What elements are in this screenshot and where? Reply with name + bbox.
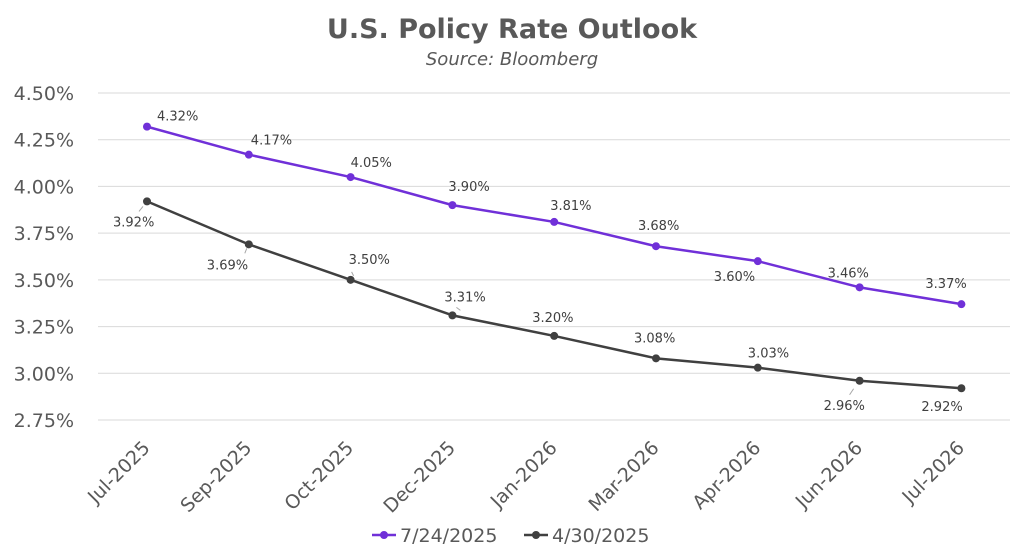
- data-label: 3.46%: [828, 266, 869, 281]
- data-label: 3.20%: [532, 311, 573, 326]
- data-label: 3.68%: [638, 219, 679, 234]
- y-tick-label: 4.50%: [14, 83, 74, 105]
- x-tick-label: Sep-2025: [176, 437, 256, 517]
- x-tick-label: Jul-2026: [897, 437, 969, 509]
- data-point: [855, 283, 864, 292]
- series-line: [146, 200, 962, 390]
- y-tick-label: 2.75%: [14, 410, 74, 432]
- label-leaders: [138, 206, 855, 396]
- y-tick-label: 3.75%: [14, 223, 74, 245]
- data-point: [550, 217, 559, 226]
- data-point: [143, 122, 151, 131]
- series-lines: [143, 122, 966, 393]
- data-label: 3.69%: [207, 258, 248, 273]
- x-tick-label: Mar-2026: [584, 437, 663, 516]
- y-axis: 2.75% 3.00% 3.25% 3.50% 3.75% 4.00% 4.25% 4.50%: [14, 83, 74, 432]
- legend-swatch-marker: [380, 531, 388, 539]
- data-labels: 4.32% 4.17% 4.05% 3.90% 3.81% 3.68% 3.60% 3.46%…: [113, 110, 967, 416]
- data-point: [753, 363, 762, 372]
- data-point: [143, 197, 151, 206]
- data-label: 3.08%: [634, 331, 675, 346]
- data-label: 3.37%: [925, 277, 966, 292]
- label-leader-line: [244, 248, 248, 254]
- x-tick-label: Apr-2026: [688, 437, 765, 514]
- data-label: 4.32%: [157, 110, 198, 125]
- legend[interactable]: 7/24/2025 4/30/2025: [372, 525, 649, 547]
- x-tick-label: Jul-2025: [83, 437, 155, 509]
- x-tick-label: Oct-2025: [280, 437, 358, 515]
- gridlines: [98, 92, 1010, 421]
- data-point: [652, 242, 660, 251]
- legend-label: 4/30/2025: [552, 525, 649, 547]
- data-label: 2.92%: [921, 400, 962, 415]
- data-point: [448, 311, 457, 320]
- y-tick-label: 4.25%: [14, 130, 74, 152]
- y-tick-label: 4.00%: [14, 176, 74, 198]
- data-label: 3.50%: [349, 253, 390, 268]
- data-point: [550, 331, 559, 340]
- y-tick-label: 3.50%: [14, 270, 74, 292]
- label-leader-line: [456, 306, 461, 311]
- data-label: 3.90%: [448, 180, 489, 195]
- data-label: 3.92%: [113, 215, 154, 230]
- data-point: [957, 300, 966, 309]
- data-point: [448, 201, 457, 210]
- data-label: 3.60%: [714, 270, 755, 285]
- data-point: [855, 376, 864, 385]
- x-tick-label: Jan-2026: [486, 437, 562, 513]
- data-point: [244, 150, 253, 159]
- legend-label: 7/24/2025: [400, 525, 497, 547]
- x-axis: Jul-2025 Sep-2025 Oct-2025 Dec-2025 Jan-2026…: [83, 437, 969, 518]
- chart-title: U.S. Policy Rate Outlook: [327, 14, 698, 45]
- data-label: 3.03%: [748, 347, 789, 362]
- data-label: 4.17%: [251, 134, 292, 149]
- data-point: [244, 240, 253, 249]
- y-tick-label: 3.25%: [14, 317, 74, 339]
- data-point: [346, 173, 355, 182]
- data-point: [652, 354, 660, 363]
- data-point: [957, 384, 966, 393]
- data-point: [346, 275, 355, 284]
- label-leader-line: [351, 271, 355, 277]
- data-label: 4.05%: [351, 156, 392, 171]
- x-tick-label: Jun-2026: [791, 437, 867, 513]
- data-label: 2.96%: [824, 399, 865, 414]
- label-leader-line: [849, 388, 855, 396]
- label-leader-line: [138, 206, 144, 212]
- data-point: [753, 257, 762, 266]
- x-tick-label: Dec-2025: [379, 437, 460, 518]
- legend-swatch-marker: [532, 531, 540, 539]
- data-label: 3.81%: [550, 199, 591, 214]
- y-tick-label: 3.00%: [14, 363, 74, 385]
- chart-subtitle: Source: Bloomberg: [426, 49, 598, 70]
- data-label: 3.31%: [444, 290, 485, 305]
